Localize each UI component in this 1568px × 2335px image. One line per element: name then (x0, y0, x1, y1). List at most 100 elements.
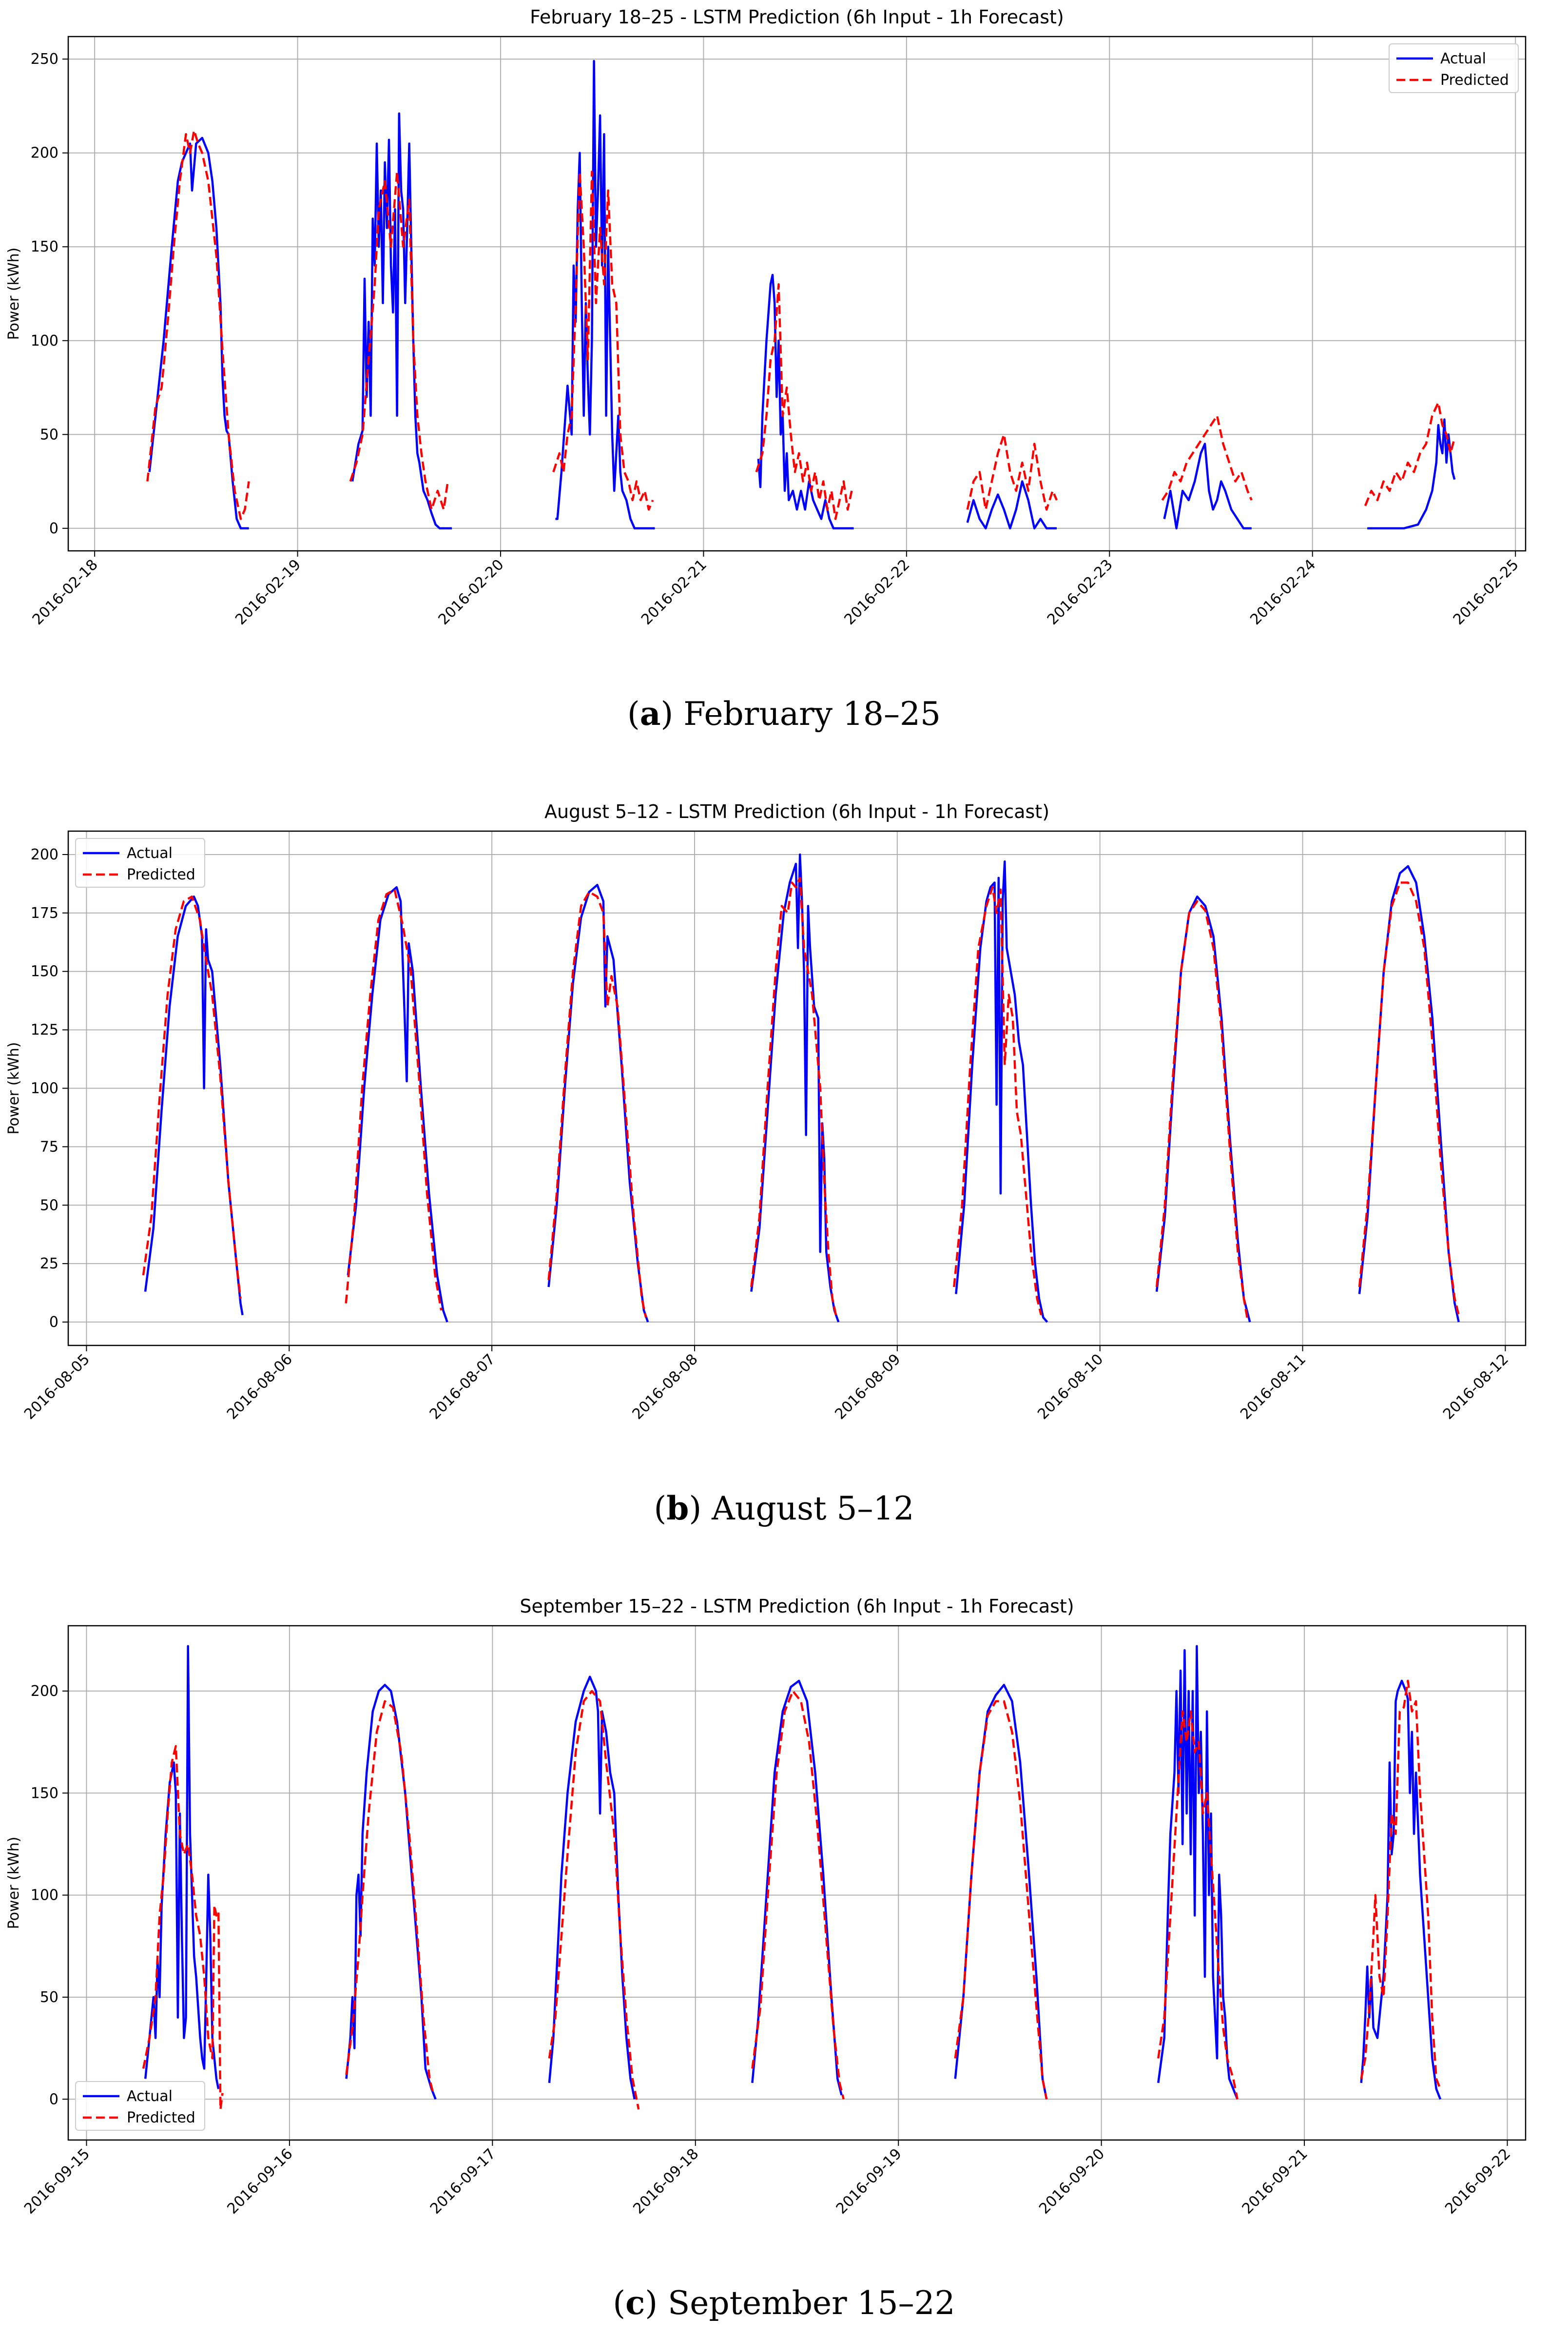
y-tick-label: 50 (40, 426, 58, 443)
caption-a: (a) February 18–25 (627, 695, 941, 733)
x-tick-label: 2016-02-23 (1044, 556, 1116, 628)
legend-label-predicted: Predicted (127, 2109, 195, 2126)
chart-b-ylabel: Power (kWh) (5, 1042, 22, 1135)
x-tick-label: 2016-08-05 (21, 1351, 93, 1423)
y-tick-label: 25 (40, 1255, 58, 1272)
chart-c-grid (68, 1626, 1526, 2140)
series-actual-line (1367, 418, 1456, 530)
x-tick-label: 2016-02-19 (232, 556, 304, 628)
x-tick-label: 2016-08-08 (629, 1351, 701, 1423)
chart-c-title: September 15–22 - LSTM Prediction (6h In… (520, 1596, 1074, 1617)
y-tick-label: 250 (31, 51, 58, 68)
y-tick-label: 175 (31, 905, 58, 922)
series-predicted-line (953, 886, 1043, 1316)
chart-a: February 18–25 - LSTM Prediction (6h Inp… (5, 6, 1527, 628)
series-actual-line (144, 895, 244, 1316)
series-actual-line (548, 1675, 636, 2100)
series-actual-line (347, 886, 448, 1323)
series-predicted-line (146, 129, 250, 520)
x-tick-label: 2016-02-20 (435, 556, 507, 628)
x-tick-label: 2016-09-16 (224, 2145, 296, 2218)
series-predicted (146, 129, 1456, 520)
series-predicted (142, 876, 1460, 1323)
x-tick-label: 2016-08-07 (426, 1351, 499, 1423)
caption-a-letter: a (639, 695, 661, 733)
series-predicted-line (1157, 1710, 1239, 2100)
x-tick-label: 2016-02-21 (638, 556, 710, 628)
legend-label-actual: Actual (127, 2088, 173, 2105)
caption-b-text: August 5–12 (701, 1490, 914, 1527)
caption-c-letter: c (625, 2284, 645, 2322)
series-actual-line (966, 480, 1057, 530)
series-predicted-line (547, 891, 647, 1318)
legend-label-actual: Actual (127, 845, 173, 862)
legend-label-predicted: Predicted (127, 866, 195, 883)
chart-a-grid (68, 37, 1526, 551)
y-tick-label: 150 (31, 1785, 58, 1802)
x-tick-label: 2016-08-09 (832, 1351, 904, 1423)
x-tick-label: 2016-09-22 (1442, 2145, 1514, 2218)
caption-c: (c) September 15–22 (613, 2284, 955, 2322)
caption-c-text: September 15–22 (658, 2284, 955, 2322)
series-actual-line (144, 1645, 220, 2089)
legend-box (75, 838, 205, 888)
x-tick-label: 2016-02-18 (29, 556, 101, 628)
x-tick-label: 2016-09-20 (1036, 2145, 1108, 2218)
panel-c: September 15–22 - LSTM Prediction (6h In… (0, 1589, 1568, 2335)
series-predicted-line (751, 1690, 845, 2100)
series-predicted-line (142, 895, 242, 1299)
series-predicted-line (548, 1690, 640, 2110)
chart-c-ylabel: Power (kWh) (5, 1837, 22, 1929)
y-tick-label: 50 (40, 1989, 58, 2006)
x-tick-label: 2016-02-24 (1247, 556, 1319, 628)
panel-a: February 18–25 - LSTM Prediction (6h Inp… (0, 0, 1568, 746)
series-actual-line (345, 1684, 437, 2100)
series-actual (148, 59, 1456, 530)
series-actual-line (751, 1679, 843, 2096)
legend-label-actual: Actual (1440, 50, 1486, 67)
y-tick-label: 100 (31, 1887, 58, 1904)
series-actual-line (1163, 443, 1252, 530)
y-tick-label: 200 (31, 1683, 58, 1700)
panel-b: August 5–12 - LSTM Prediction (6h Input … (0, 795, 1568, 1540)
x-tick-label: 2016-02-25 (1450, 556, 1522, 628)
x-tick-label: 2016-09-15 (21, 2145, 93, 2218)
x-tick-label: 2016-08-10 (1034, 1351, 1106, 1423)
x-tick-label: 2016-09-18 (630, 2145, 702, 2218)
y-tick-label: 150 (31, 963, 58, 980)
series-actual-line (954, 1684, 1048, 2100)
chart-a-ylabel: Power (kWh) (5, 248, 22, 340)
series-actual (144, 1645, 1442, 2100)
series-predicted-line (1161, 414, 1253, 501)
series-predicted-line (552, 170, 654, 511)
series-predicted (142, 1679, 1442, 2111)
series-predicted-line (750, 876, 838, 1318)
y-tick-label: 200 (31, 846, 58, 863)
x-tick-label: 2016-09-17 (427, 2145, 499, 2218)
x-tick-label: 2016-08-11 (1237, 1351, 1309, 1423)
series-actual-line (351, 112, 452, 530)
chart-a-frame (67, 36, 1527, 552)
chart-b: August 5–12 - LSTM Prediction (6h Input … (5, 801, 1527, 1423)
chart-b-frame (67, 830, 1527, 1346)
series-actual-line (1358, 865, 1460, 1323)
series-actual-line (555, 59, 655, 530)
series-predicted-line (142, 1745, 224, 2111)
x-tick-label: 2016-09-21 (1239, 2145, 1311, 2218)
series-predicted-line (1155, 900, 1249, 1323)
series-actual-line (757, 273, 854, 530)
series-actual-line (148, 136, 249, 530)
y-tick-label: 0 (49, 2091, 58, 2108)
chart-c: September 15–22 - LSTM Prediction (6h In… (5, 1596, 1527, 2218)
series-predicted-line (1358, 881, 1460, 1316)
chart-a-title: February 18–25 - LSTM Prediction (6h Inp… (530, 6, 1064, 28)
series-predicted-line (966, 433, 1058, 511)
y-tick-label: 100 (31, 332, 58, 350)
chart-a-legend: Actual Predicted (1389, 43, 1519, 93)
series-predicted-line (345, 888, 443, 1311)
x-tick-label: 2016-08-12 (1440, 1351, 1512, 1423)
series-predicted-line (1360, 1679, 1442, 2090)
y-tick-label: 50 (40, 1197, 58, 1214)
series-predicted-line (349, 170, 449, 511)
legend-label-predicted: Predicted (1440, 72, 1509, 89)
